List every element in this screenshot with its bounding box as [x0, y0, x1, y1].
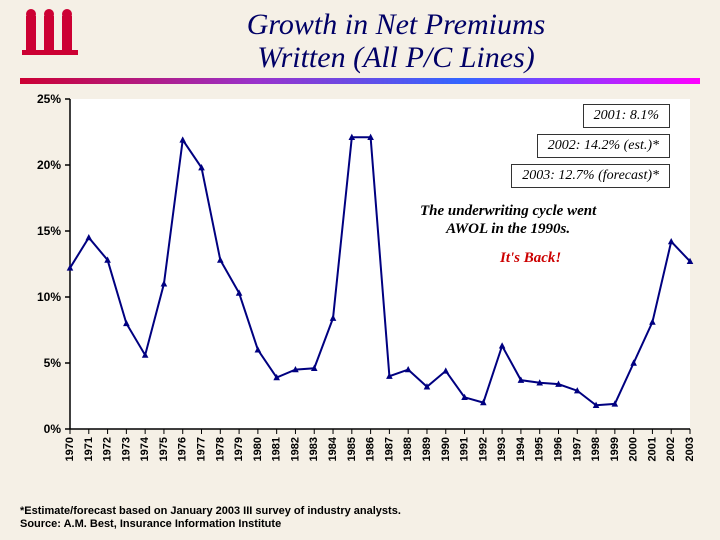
svg-text:1982: 1982 [289, 437, 301, 461]
svg-text:1981: 1981 [271, 437, 283, 461]
svg-text:1985: 1985 [346, 437, 358, 461]
page-title: Growth in Net Premiums Written (All P/C … [92, 8, 700, 74]
annotation-awol: The underwriting cycle went AWOL in the … [420, 202, 596, 238]
svg-text:2002: 2002 [665, 437, 677, 461]
annotation-awol-line1: The underwriting cycle went [420, 203, 596, 219]
svg-text:1989: 1989 [421, 437, 433, 461]
svg-text:1978: 1978 [214, 437, 226, 461]
logo-icon [20, 8, 80, 58]
svg-text:2000: 2000 [628, 437, 640, 461]
svg-text:1994: 1994 [515, 436, 527, 461]
svg-text:0%: 0% [44, 422, 62, 436]
svg-text:1971: 1971 [83, 437, 95, 461]
annotation-back: It's Back! [500, 249, 561, 267]
svg-text:1980: 1980 [252, 437, 264, 461]
svg-text:5%: 5% [44, 356, 62, 370]
callout-2001: 2001: 8.1% [583, 104, 670, 128]
chart-container: 0% 5% 10% 15% 20% 25% 1970 1971 1972 1973 1974 1975… [20, 94, 700, 474]
svg-text:1977: 1977 [196, 437, 208, 461]
svg-text:1974: 1974 [139, 436, 151, 461]
svg-text:1995: 1995 [534, 437, 546, 461]
svg-text:1990: 1990 [440, 437, 452, 461]
svg-text:20%: 20% [37, 158, 61, 172]
svg-text:1986: 1986 [365, 437, 377, 461]
svg-text:15%: 15% [37, 224, 61, 238]
svg-text:1992: 1992 [477, 437, 489, 461]
svg-text:1970: 1970 [64, 437, 76, 461]
svg-text:1988: 1988 [402, 437, 414, 461]
footnote-line-2: Source: A.M. Best, Insurance Information… [20, 518, 281, 530]
svg-text:1999: 1999 [609, 437, 621, 461]
footnote-line-1: *Estimate/forecast based on January 2003… [20, 505, 401, 517]
svg-text:1973: 1973 [120, 437, 132, 461]
gradient-divider [20, 78, 700, 84]
title-line-1: Growth in Net Premiums [247, 8, 546, 41]
svg-text:25%: 25% [37, 94, 61, 106]
svg-text:1972: 1972 [102, 437, 114, 461]
svg-text:1983: 1983 [308, 437, 320, 461]
title-line-2: Written (All P/C Lines) [257, 41, 535, 74]
callout-2003: 2003: 12.7% (forecast)* [511, 164, 670, 188]
svg-text:1991: 1991 [459, 437, 471, 461]
annotation-awol-line2: AWOL in the 1990s. [446, 221, 570, 237]
svg-text:1975: 1975 [158, 437, 170, 461]
svg-text:10%: 10% [37, 290, 61, 304]
svg-text:1996: 1996 [552, 437, 564, 461]
svg-text:2001: 2001 [646, 437, 658, 461]
svg-text:1998: 1998 [590, 437, 602, 461]
footnote: *Estimate/forecast based on January 2003… [20, 505, 401, 533]
svg-text:1976: 1976 [177, 437, 189, 461]
svg-text:1993: 1993 [496, 437, 508, 461]
svg-text:1997: 1997 [571, 437, 583, 461]
svg-text:1984: 1984 [327, 436, 339, 461]
svg-text:1979: 1979 [233, 437, 245, 461]
callout-2002: 2002: 14.2% (est.)* [537, 134, 670, 158]
svg-text:2003: 2003 [684, 437, 696, 461]
svg-text:1987: 1987 [383, 437, 395, 461]
